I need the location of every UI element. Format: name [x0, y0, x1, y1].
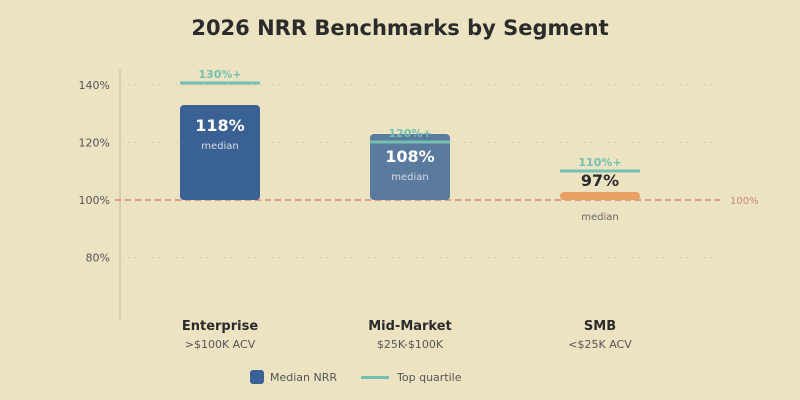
legend-swatch-median — [250, 370, 264, 384]
bar-sublabel: median — [201, 141, 239, 152]
category-sublabel: <$25K ACV — [568, 338, 632, 351]
category-label: Enterprise — [182, 319, 258, 334]
bar-value-label: 118% — [195, 116, 244, 135]
y-tick-label: 100% — [79, 194, 110, 207]
bar-sublabel: median — [581, 212, 619, 223]
reference-label: 100% — [730, 196, 759, 207]
category-sublabel: >$100K ACV — [185, 338, 256, 351]
legend: Median NRR Top quartile — [250, 370, 462, 384]
y-tick-label: 80% — [86, 252, 110, 265]
legend-swatch-top-quartile — [361, 375, 390, 379]
bar-median — [560, 192, 640, 200]
top-quartile-label: 130%+ — [198, 68, 241, 81]
y-tick-label: 140% — [79, 79, 110, 92]
bar-median — [370, 134, 450, 200]
category-sublabel: $25K-$100K — [377, 338, 444, 351]
bar-median — [180, 105, 260, 200]
bar-value-label: 108% — [385, 147, 434, 166]
legend-label-top-quartile: Top quartile — [397, 370, 462, 384]
category-label: SMB — [584, 319, 616, 334]
bar-value-label: 97% — [581, 171, 619, 190]
category-label: Mid-Market — [368, 319, 452, 334]
chart-title: 2026 NRR Benchmarks by Segment — [191, 16, 609, 40]
top-quartile-label: 110%+ — [578, 156, 621, 169]
bar-sublabel: median — [391, 172, 429, 183]
legend-label-median: Median NRR — [270, 370, 338, 384]
top-quartile-label: 120%+ — [388, 127, 431, 140]
y-tick-label: 120% — [79, 137, 110, 150]
